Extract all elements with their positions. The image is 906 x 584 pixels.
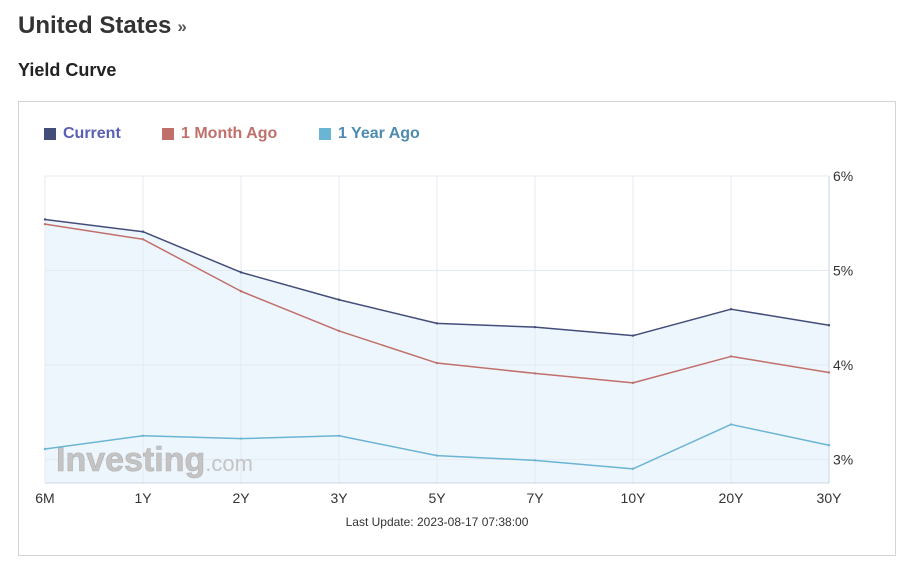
- x-tick-label: 7Y: [526, 490, 544, 506]
- x-tick-label: 2Y: [232, 490, 250, 506]
- legend-label-1-year-ago: 1 Year Ago: [338, 125, 420, 142]
- page-title-text[interactable]: United States: [18, 12, 172, 39]
- data-point-1-year-ago: [43, 447, 47, 451]
- data-point-1-year-ago: [729, 423, 733, 426]
- data-point-1-month-ago: [827, 371, 831, 374]
- data-point-1-month-ago: [43, 222, 47, 226]
- data-point-current: [533, 325, 537, 329]
- data-point-current: [337, 298, 341, 301]
- x-tick-label: 1Y: [134, 490, 152, 506]
- x-tick-label: 3Y: [330, 490, 348, 506]
- data-point-1-month-ago: [141, 238, 145, 241]
- data-point-1-year-ago: [239, 437, 243, 440]
- legend-item-1-year-ago[interactable]: 1 Year Ago: [319, 125, 420, 143]
- legend-swatch-current: [44, 128, 56, 140]
- x-tick-label: 10Y: [621, 490, 647, 506]
- page-title[interactable]: United States »: [18, 12, 187, 40]
- data-point-1-year-ago: [533, 459, 537, 462]
- data-point-1-year-ago: [827, 444, 831, 447]
- data-point-1-month-ago: [239, 290, 243, 293]
- data-point-1-month-ago: [729, 355, 733, 358]
- legend-item-current[interactable]: Current: [44, 125, 121, 143]
- data-point-1-month-ago: [533, 372, 537, 375]
- x-tick-label: 5Y: [428, 490, 446, 506]
- data-point-current: [141, 230, 145, 233]
- data-point-current: [239, 271, 243, 274]
- data-point-current: [435, 322, 439, 325]
- legend-label-1-month-ago: 1 Month Ago: [181, 125, 278, 142]
- data-point-1-month-ago: [435, 361, 439, 365]
- data-point-1-year-ago: [631, 467, 635, 471]
- data-point-1-year-ago: [141, 434, 145, 437]
- y-tick-label: 4%: [833, 357, 853, 373]
- data-point-1-month-ago: [337, 329, 341, 333]
- legend-label-current: Current: [63, 125, 121, 142]
- data-point-1-year-ago: [435, 454, 439, 457]
- legend-item-1-month-ago[interactable]: 1 Month Ago: [162, 125, 277, 143]
- legend-swatch-1-month-ago: [162, 128, 174, 140]
- x-tick-label: 30Y: [817, 490, 843, 506]
- investing-watermark-logo: Investing.com: [56, 441, 253, 479]
- y-tick-label: 3%: [833, 451, 853, 467]
- section-title: Yield Curve: [18, 60, 117, 80]
- y-tick-label: 6%: [833, 168, 853, 184]
- y-tick-label: 5%: [833, 262, 853, 278]
- legend-swatch-1-year-ago: [319, 128, 331, 140]
- x-tick-label: 20Y: [719, 490, 745, 506]
- x-tick-label: 6M: [35, 490, 54, 506]
- last-update-text: Last Update: 2023-08-17 07:38:00: [346, 515, 529, 529]
- data-point-current: [729, 307, 733, 311]
- data-point-1-year-ago: [337, 434, 341, 437]
- data-point-1-month-ago: [631, 381, 635, 385]
- data-point-current: [827, 324, 831, 327]
- data-point-current: [631, 334, 635, 337]
- data-point-current: [43, 218, 47, 221]
- title-arrow-icon[interactable]: »: [177, 17, 187, 36]
